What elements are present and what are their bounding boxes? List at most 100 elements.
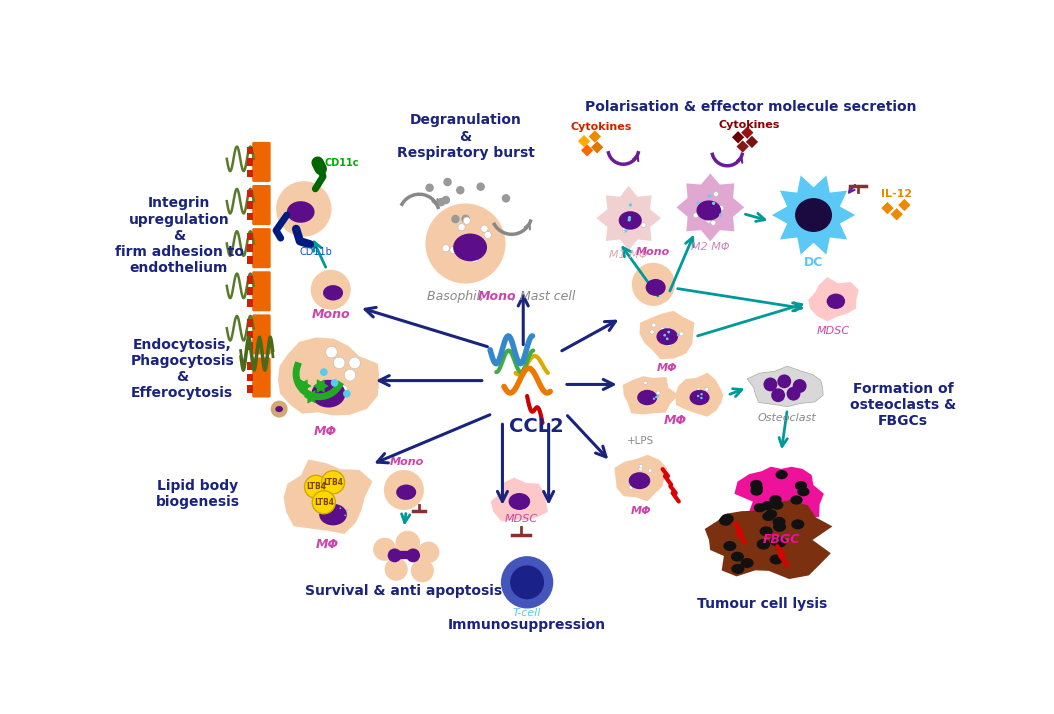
Circle shape (462, 241, 469, 248)
Circle shape (660, 327, 664, 331)
Circle shape (384, 470, 424, 510)
Text: MΦ: MΦ (663, 415, 686, 428)
Bar (247, 256, 253, 263)
Polygon shape (623, 376, 679, 414)
Circle shape (763, 378, 778, 391)
Circle shape (395, 531, 421, 555)
Circle shape (793, 379, 806, 393)
Circle shape (465, 241, 472, 248)
Circle shape (627, 218, 631, 221)
Circle shape (711, 201, 716, 205)
Polygon shape (772, 176, 855, 255)
Text: M2 MΦ: M2 MΦ (691, 243, 729, 253)
Circle shape (680, 332, 684, 336)
Circle shape (698, 394, 702, 398)
Circle shape (642, 475, 645, 478)
Bar (247, 299, 253, 307)
Bar (247, 319, 253, 327)
Circle shape (719, 206, 724, 211)
Circle shape (336, 385, 348, 396)
Text: CD11b: CD11b (300, 247, 333, 257)
Circle shape (644, 381, 647, 385)
Circle shape (463, 217, 470, 224)
Ellipse shape (769, 555, 783, 565)
Polygon shape (640, 311, 695, 359)
Bar (247, 373, 253, 381)
FancyBboxPatch shape (252, 271, 271, 311)
Circle shape (650, 393, 653, 397)
Ellipse shape (509, 493, 530, 510)
Circle shape (691, 396, 696, 400)
Text: CCL2: CCL2 (509, 417, 564, 436)
Polygon shape (581, 144, 593, 156)
Circle shape (345, 514, 346, 516)
Circle shape (442, 196, 450, 204)
Ellipse shape (750, 483, 763, 493)
Circle shape (707, 194, 711, 198)
Circle shape (706, 218, 711, 223)
Text: LTB4: LTB4 (314, 498, 334, 507)
Circle shape (699, 396, 702, 400)
Bar (247, 233, 253, 241)
Text: T-cell: T-cell (513, 608, 542, 618)
FancyBboxPatch shape (252, 314, 271, 354)
Polygon shape (278, 338, 379, 416)
Circle shape (669, 328, 672, 333)
Circle shape (456, 186, 465, 194)
Text: Osteoclast: Osteoclast (758, 413, 817, 423)
Circle shape (694, 213, 698, 218)
Circle shape (666, 338, 668, 340)
Circle shape (626, 216, 631, 220)
Ellipse shape (795, 198, 832, 232)
Circle shape (650, 398, 655, 401)
Circle shape (471, 255, 479, 262)
FancyBboxPatch shape (252, 228, 271, 268)
Circle shape (450, 246, 457, 253)
Circle shape (456, 247, 464, 254)
Text: LTB4: LTB4 (323, 478, 343, 487)
Polygon shape (589, 131, 601, 143)
Bar (247, 158, 253, 166)
Polygon shape (308, 390, 319, 403)
Circle shape (339, 508, 341, 509)
Circle shape (695, 392, 698, 396)
Circle shape (628, 218, 633, 223)
Circle shape (668, 337, 672, 341)
Circle shape (406, 548, 421, 563)
Circle shape (700, 397, 703, 399)
Circle shape (461, 244, 467, 251)
Ellipse shape (319, 504, 347, 526)
Circle shape (710, 221, 716, 226)
Ellipse shape (797, 487, 809, 496)
Polygon shape (313, 379, 325, 393)
Circle shape (326, 346, 337, 358)
Bar (247, 213, 253, 221)
Polygon shape (735, 467, 824, 530)
Ellipse shape (453, 233, 487, 261)
Ellipse shape (741, 558, 754, 568)
Circle shape (697, 201, 700, 204)
Text: Mono: Mono (637, 247, 670, 257)
Circle shape (624, 229, 627, 232)
Text: Immunosuppression: Immunosuppression (448, 618, 606, 631)
Circle shape (665, 327, 669, 331)
Polygon shape (741, 126, 754, 139)
Ellipse shape (646, 279, 666, 296)
Polygon shape (746, 136, 758, 148)
Bar (247, 331, 253, 338)
Polygon shape (296, 379, 308, 393)
Text: Mono: Mono (390, 456, 424, 466)
Circle shape (677, 333, 680, 336)
Circle shape (631, 217, 637, 222)
Circle shape (697, 388, 701, 391)
Ellipse shape (719, 516, 733, 526)
Ellipse shape (826, 293, 845, 309)
Circle shape (444, 178, 452, 186)
Circle shape (462, 237, 469, 244)
Text: Mono: Mono (311, 308, 350, 321)
Circle shape (645, 398, 648, 402)
Polygon shape (490, 478, 548, 521)
Bar (247, 342, 253, 350)
Ellipse shape (629, 472, 650, 489)
Circle shape (464, 241, 471, 248)
